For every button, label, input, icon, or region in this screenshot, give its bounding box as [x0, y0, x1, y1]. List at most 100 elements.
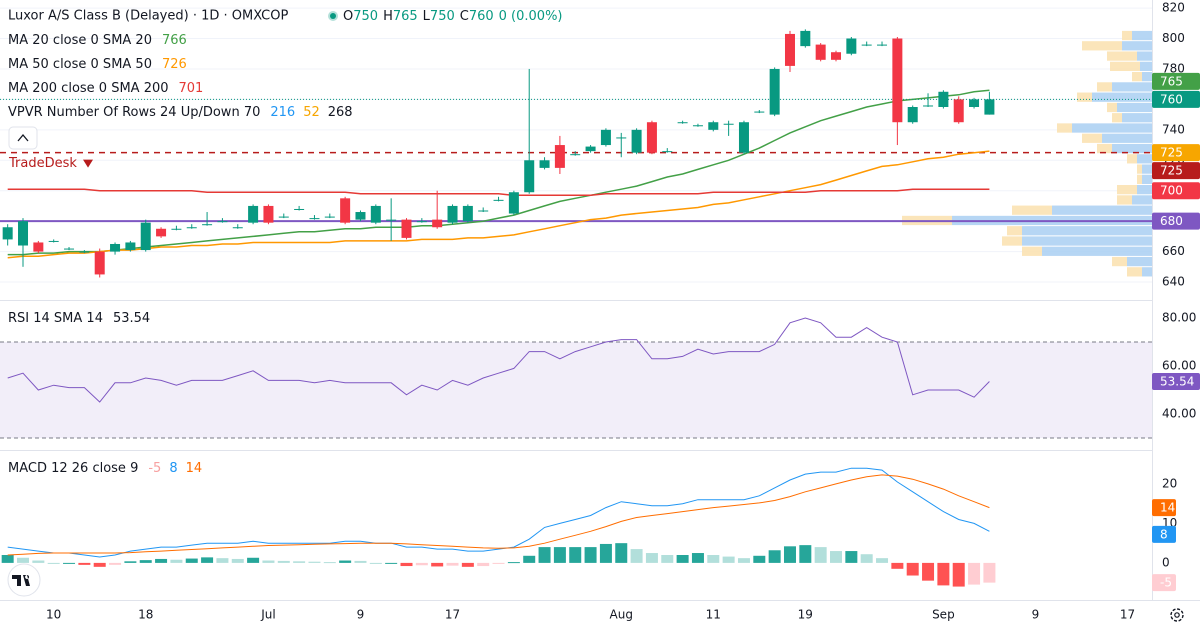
- macd-histogram-bar: [676, 555, 689, 563]
- candle-body: [892, 38, 903, 123]
- macd-histogram-bar: [1, 555, 14, 563]
- candle-body: [447, 205, 458, 223]
- price-badge: [1152, 144, 1200, 162]
- candle-body: [386, 219, 397, 221]
- macd-histogram-bar: [891, 562, 904, 569]
- rsi-legend: RSI 14 SMA 14 53.54: [8, 311, 150, 326]
- macd-histogram-bar: [216, 558, 229, 563]
- collapse-button[interactable]: [8, 126, 38, 150]
- vpvr-down-bar: [1007, 226, 1022, 236]
- macd-histogram-bar: [461, 562, 474, 567]
- tv-logo: [7, 563, 41, 597]
- vpvr-down-bar: [1107, 51, 1137, 61]
- macd-histogram-bar: [845, 551, 858, 563]
- change-value: 0 (0.00%): [499, 9, 563, 24]
- candle-body: [171, 228, 182, 230]
- vpvr-up-bar: [1142, 174, 1152, 185]
- vpvr-up: 216: [270, 105, 295, 120]
- macd-histogram-bar: [737, 558, 750, 563]
- price-badge-label: 725: [1160, 146, 1183, 160]
- vpvr-down-bar: [1117, 185, 1137, 195]
- ohlc-value: 750: [353, 9, 378, 24]
- candle-body: [478, 210, 489, 212]
- vpvr-up-bar: [1122, 113, 1152, 123]
- candle-body: [401, 219, 412, 238]
- candle-body: [861, 44, 872, 46]
- macd-histogram-bar: [952, 562, 965, 587]
- candle-body: [969, 99, 980, 108]
- macd-histogram-bar: [860, 554, 873, 563]
- macd-histogram-bar: [308, 561, 321, 563]
- macd-histogram-bar: [799, 545, 812, 563]
- macd-histogram-bar: [17, 557, 30, 563]
- line-label: TradeDesk: [8, 156, 77, 171]
- candle-body: [708, 122, 719, 130]
- rsi-name: RSI 14 SMA 14: [8, 311, 103, 326]
- candle-body: [156, 228, 167, 237]
- indicator-legend: MA 20 close 0 SMA 20 766: [8, 33, 187, 48]
- candle-body: [309, 218, 320, 220]
- candle-body: [600, 129, 611, 146]
- price-badge-label: 760: [1160, 92, 1183, 106]
- logo-ring: [7, 563, 41, 597]
- candle-body: [79, 251, 90, 253]
- vpvr-down-bar: [1077, 92, 1092, 102]
- moving-average-line: [7, 89, 990, 256]
- macd-histogram-bar: [78, 562, 91, 565]
- vpvr-up-bar: [1142, 71, 1152, 82]
- price-badge: [1152, 182, 1200, 200]
- price-badge-label: -5: [1160, 576, 1172, 590]
- macd-histogram-bar: [814, 547, 827, 563]
- settings-icon[interactable]: [1170, 608, 1184, 622]
- macd-histogram-bar: [523, 555, 536, 563]
- vpvr-down-bar: [1127, 267, 1142, 277]
- y-tick-label: 60.00: [1162, 359, 1196, 373]
- line-label-arrow: [83, 159, 93, 168]
- y-tick-label: 660: [1162, 244, 1185, 258]
- macd-histogram-bar: [983, 562, 996, 583]
- vpvr-up-bar: [1142, 267, 1152, 277]
- vpvr-down-bar: [1082, 133, 1102, 143]
- candle-body: [524, 160, 535, 193]
- macd-histogram-bar: [477, 562, 490, 567]
- gear-hole: [1174, 612, 1180, 618]
- vpvr-down-bar: [1117, 195, 1132, 205]
- indicator-value: 701: [179, 81, 204, 96]
- macd-histogram-bar: [707, 555, 720, 563]
- candle-body: [263, 205, 274, 223]
- vpvr-up-bar: [1072, 123, 1152, 133]
- macd-histogram-bar: [446, 562, 459, 566]
- macd-histogram-bar: [63, 562, 76, 564]
- price-badge-label: 725: [1160, 164, 1183, 178]
- vpvr-up-bar: [1127, 256, 1152, 267]
- vpvr-down-bar: [1132, 71, 1142, 82]
- macd-histogram-bar: [93, 562, 106, 567]
- macd-histogram-bar: [768, 550, 781, 563]
- candle-body: [907, 107, 918, 123]
- macd-histogram-bar: [783, 546, 796, 563]
- vpvr-up-bar: [1112, 143, 1152, 154]
- candle-body: [953, 99, 964, 123]
- macd-histogram-bar: [645, 553, 658, 563]
- macd-histogram-bar: [538, 547, 551, 563]
- vpvr-down-bar: [1112, 113, 1122, 123]
- macd-histogram-bar: [262, 560, 275, 563]
- macd-histogram-bar: [339, 560, 352, 563]
- candle-body: [923, 105, 934, 107]
- x-tick-label: Jul: [260, 608, 275, 622]
- vpvr-down-bar: [1082, 41, 1122, 51]
- ohlc-value: 765: [393, 9, 418, 24]
- ohlc-key: H: [383, 9, 393, 24]
- candle-body: [616, 137, 627, 139]
- vpvr-up-bar: [1052, 205, 1152, 215]
- candle-body: [585, 146, 596, 152]
- candle-body: [570, 154, 581, 156]
- macd-histogram-bar: [415, 562, 428, 566]
- price-badge: [1152, 525, 1176, 543]
- ohlc-key: O: [343, 9, 353, 24]
- vpvr-up-bar: [1132, 30, 1152, 41]
- macd-histogram-bar: [170, 559, 183, 563]
- candle-body: [64, 248, 75, 250]
- candle-body: [94, 251, 105, 275]
